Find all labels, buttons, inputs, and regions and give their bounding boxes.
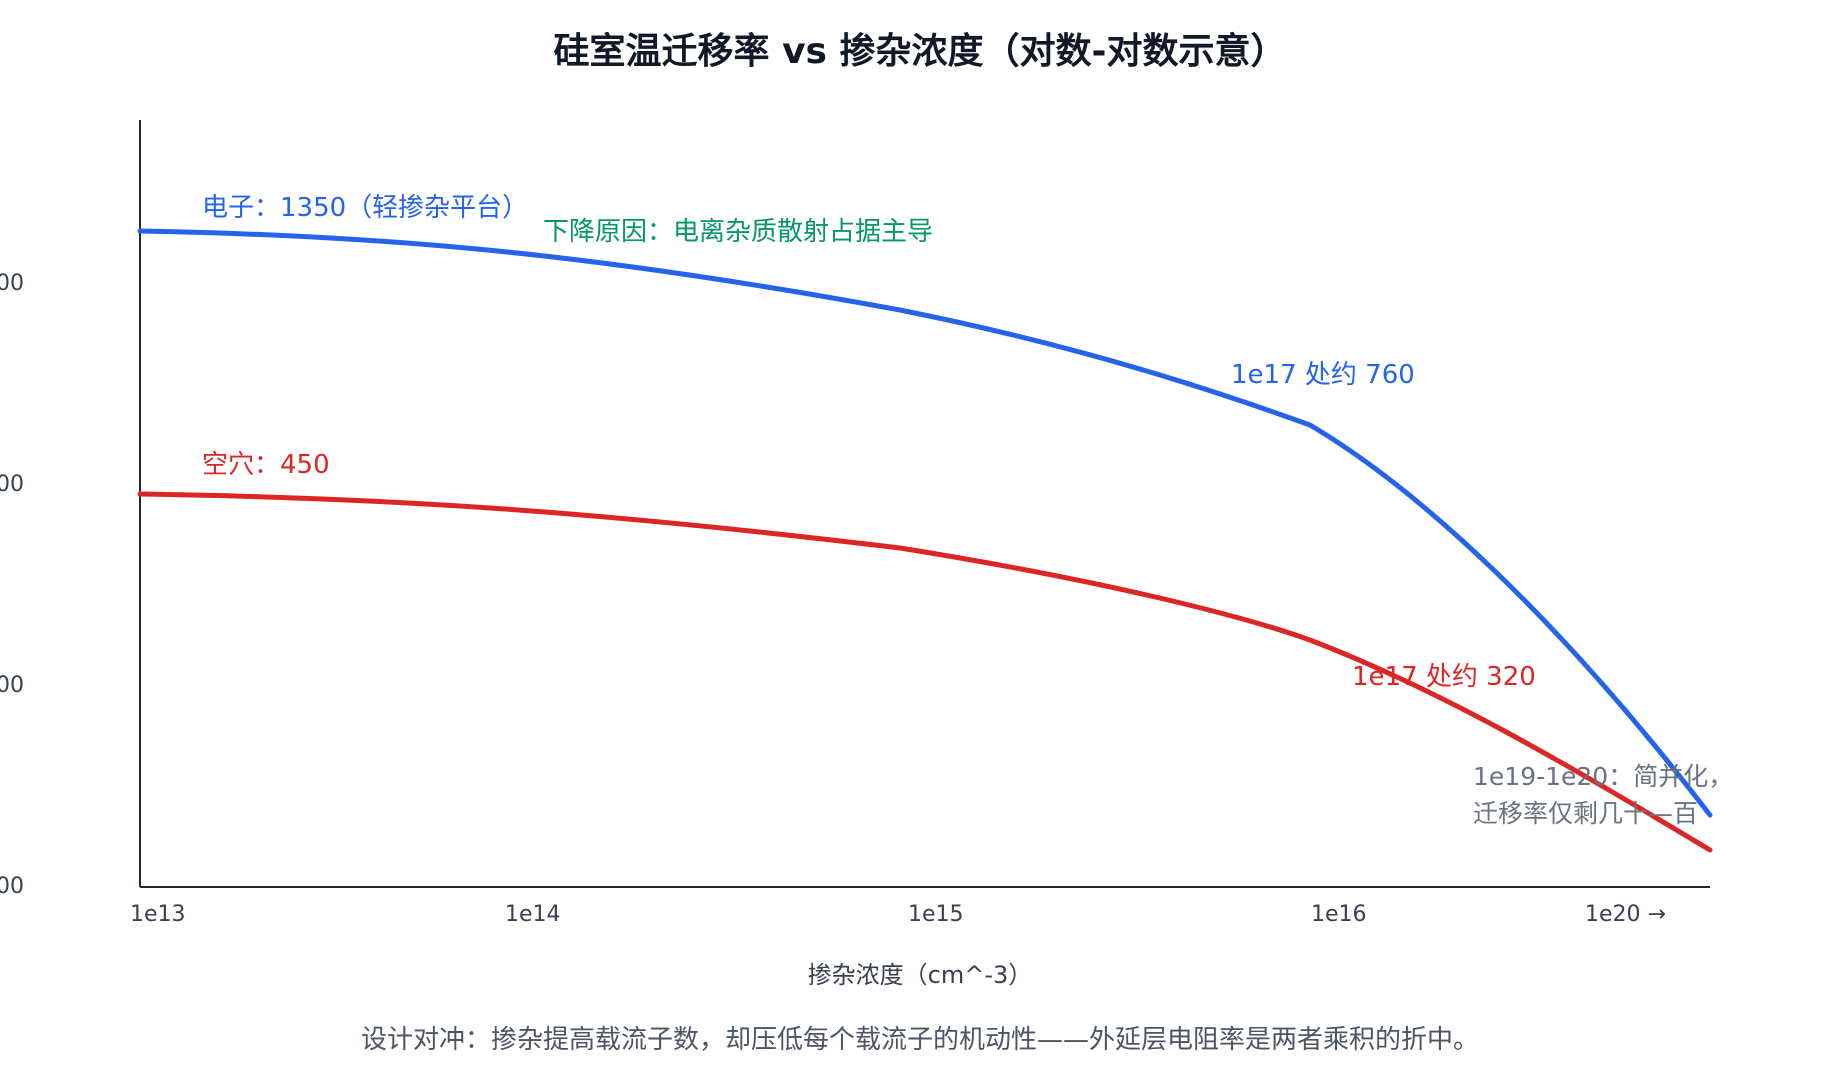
x-tick-label: 1e20 → xyxy=(1585,902,1666,927)
x-tick-label: 1e15 xyxy=(908,902,964,927)
y-tick-label: 00 xyxy=(0,673,24,698)
series-line-hole xyxy=(137,491,1713,853)
degenerate-annotation-line1: 1e19-1e20：简并化， xyxy=(1473,762,1733,791)
series-line-electron xyxy=(137,228,1713,818)
y-tick-label: 00 xyxy=(0,472,24,497)
degenerate-annotation-line2: 迁移率仅剩几十—百 xyxy=(1473,799,1698,828)
chart-footnote: 设计对冲：掺杂提高载流子数，却压低每个载流子的机动性——外延层电阻率是两者乘积的… xyxy=(361,1025,1479,1055)
x-tick-label: 1e14 xyxy=(505,902,561,927)
reason-annotation: 下降原因：电离杂质散射占据主导 xyxy=(543,217,933,247)
chart-title: 硅室温迁移率 vs 掺杂浓度（对数-对数示意） xyxy=(554,31,1287,72)
hole-annotation: 空穴：450 xyxy=(202,450,330,480)
x-tick-label: 1e13 xyxy=(130,902,186,927)
electron-annotation: 电子：1350（轻掺杂平台） xyxy=(202,193,528,223)
hole-1e17-annotation: 1e17 处约 320 xyxy=(1352,662,1536,692)
x-axis-label: 掺杂浓度（cm^-3） xyxy=(808,961,1033,989)
electron-1e17-annotation: 1e17 处约 760 xyxy=(1231,360,1415,390)
x-tick-label: 1e16 xyxy=(1311,902,1367,927)
y-tick-label: 00 xyxy=(0,874,24,899)
y-tick-label: 00 xyxy=(0,271,24,296)
